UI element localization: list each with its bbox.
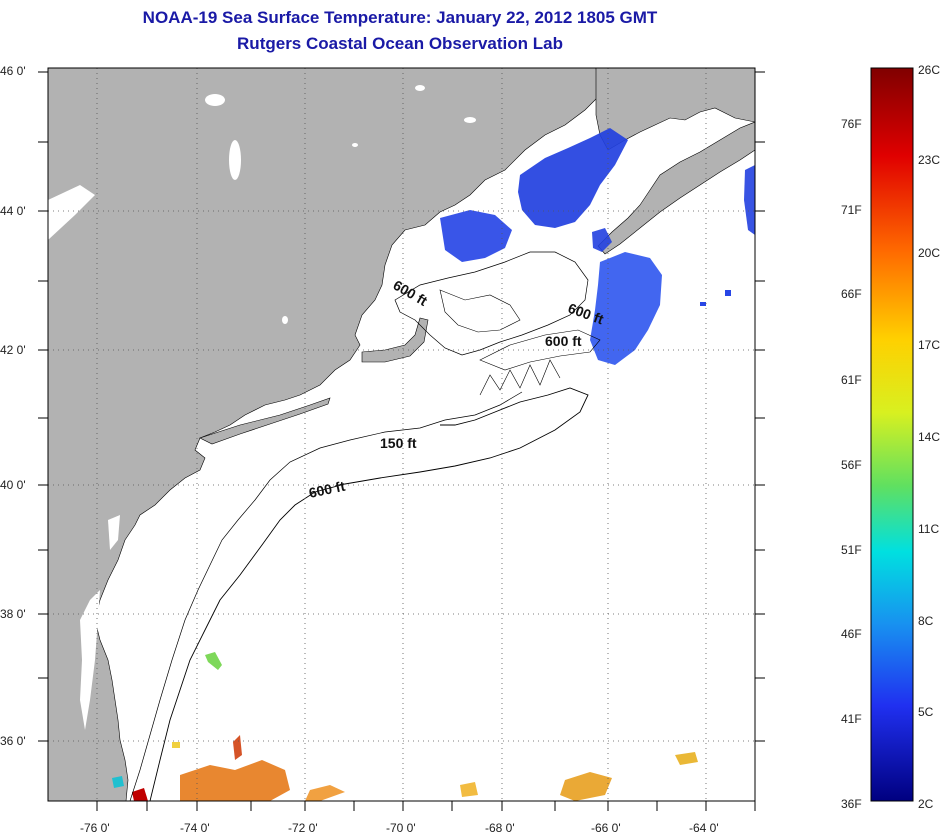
sst-speck-1 [725,290,731,296]
sst-patch-warm-4 [305,785,345,801]
graticule [48,68,755,801]
lat-label-38: 38 0' [0,607,26,621]
sst-patch-warm-3 [675,752,698,765]
map-title: NOAA-19 Sea Surface Temperature: January… [142,8,658,27]
cb-label-5c: 5C [918,705,934,719]
sst-patch-warm-5 [233,735,242,760]
cb-label-61f: 61F [841,373,862,387]
sst-patch-warm-6 [460,782,478,797]
lat-label-40: 40 0' [0,478,26,492]
contour-label-shelf: 600 ft [307,478,346,501]
land-nova-scotia [597,121,755,255]
sst-speck-warm-1 [172,742,180,748]
contour-canyons [479,359,561,396]
cb-label-41f: 41F [841,712,862,726]
lake-champlain [229,140,241,180]
cb-label-23c: 23C [918,153,940,167]
lat-label-46: 46 0' [0,64,26,78]
contour-150ft [129,391,523,801]
contour-georges [479,329,601,371]
sst-patch-scotian [592,228,612,252]
cb-label-11c: 11C [918,522,939,536]
sst-patch-gulf-of-maine [440,210,512,262]
contour-600ft-gulf [394,251,589,356]
cb-label-76f: 76F [841,117,862,131]
contour-label-georges: 600 ft [545,333,582,349]
colorbar-fahrenheit-labels: 76F 71F 66F 61F 56F 51F 46F 41F 36F [841,117,862,811]
chesapeake-bay [80,590,100,730]
lat-label-36: 36 0' [0,734,26,748]
cb-label-46f: 46F [841,627,862,641]
cb-label-14c: 14C [918,430,940,444]
colorbar-celsius-labels: 26C 23C 20C 17C 14C 11C 8C 5C 2C [918,63,940,811]
cb-label-20c: 20C [918,246,940,260]
cb-label-71f: 71F [841,203,862,217]
lat-label-42: 42 0' [0,343,26,357]
cb-label-36f: 36F [841,797,862,811]
lon-label-76: -76 0' [80,821,110,835]
cb-label-8c: 8C [918,614,934,628]
sst-patch-east [744,165,755,235]
lake-5 [282,316,288,324]
lake-1 [205,94,225,106]
sst-patch-green [205,652,222,670]
lon-label-74: -74 0' [180,821,210,835]
cb-label-66f: 66F [841,287,862,301]
lake-2 [415,85,425,91]
lat-label-44: 44 0' [0,204,26,218]
sst-patch-warm-2 [560,772,612,801]
contour-label-150ft: 150 ft [380,435,417,451]
land-long-island [199,397,331,445]
delaware-bay [108,515,120,550]
lake-ontario [48,185,95,240]
land-mainland [48,68,601,801]
lon-label-64: -64 0' [689,821,719,835]
sst-patch-teal [112,776,124,788]
cb-label-26c: 26C [918,63,940,77]
sst-patch-georges [590,252,662,365]
cb-label-17c: 17C [918,338,940,352]
lon-label-68: -68 0' [485,821,515,835]
lat-ticks [38,71,765,742]
contour-gulf-inner [439,289,521,333]
sst-patch-warm-1 [180,760,290,801]
cb-label-56f: 56F [841,458,862,472]
lon-label-66: -66 0' [591,821,621,835]
colorbar [870,67,914,802]
cb-label-51f: 51F [841,543,862,557]
contour-600ft-shelf [149,387,589,801]
lake-4 [352,143,358,147]
sst-speck-2 [700,302,706,306]
sst-patch-bay-of-fundy [518,128,628,228]
lon-label-72: -72 0' [288,821,318,835]
map-frame [47,67,756,802]
map-subtitle: Rutgers Coastal Ocean Observation Lab [237,34,563,53]
sst-patch-red [132,788,148,801]
lon-ticks [96,801,756,811]
cb-label-2c: 2C [918,797,934,811]
lon-label-70: -70 0' [386,821,416,835]
land-cape-cod [361,317,429,363]
lake-3 [464,117,476,123]
